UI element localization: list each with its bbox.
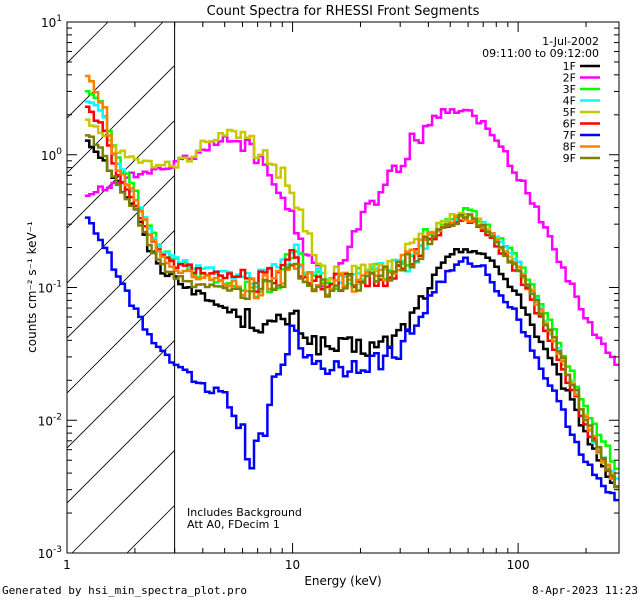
series-line-9F (84, 134, 619, 489)
x-tick-label: 10 (285, 558, 300, 572)
y-tick-label: 10-3 (38, 545, 62, 561)
footer-generated-by: Generated by hsi_min_spectra_plot.pro (2, 584, 248, 597)
legend-date: 1-Jul-2002 (542, 35, 599, 48)
annotation-background: Includes Background (187, 506, 302, 519)
legend-label-3F: 3F (563, 83, 576, 96)
footer-timestamp: 8-Apr-2023 11:23 (532, 584, 638, 597)
series-layer (84, 22, 619, 553)
x-tick-label: 1 (63, 558, 71, 572)
legend-label-7F: 7F (563, 129, 576, 142)
y-tick-label: 101 (41, 14, 62, 30)
legend-label-1F: 1F (563, 60, 576, 73)
chart-title: Count Spectra for RHESSI Front Segments (207, 4, 480, 19)
legend-label-2F: 2F (563, 72, 576, 85)
legend-label-6F: 6F (563, 118, 576, 131)
legend-time: 09:11:00 to 09:12:00 (482, 47, 599, 60)
y-tick-label: 10-2 (38, 412, 62, 428)
hatched-region (67, 22, 175, 553)
x-tick-label: 100 (507, 558, 530, 572)
y-axis-label: counts cm⁻² s⁻¹ keV⁻¹ (25, 221, 39, 353)
legend-label-9F: 9F (563, 152, 576, 165)
axis-ticks: 1 10 100 101 100 10-1 10-2 10-3 (38, 14, 619, 572)
legend-label-4F: 4F (563, 95, 576, 108)
x-axis-label: Energy (keV) (304, 574, 381, 588)
series-line-2F (84, 108, 619, 367)
y-tick-label: 100 (41, 147, 62, 163)
y-tick-label: 10-1 (38, 280, 62, 296)
annotation-attenuator: Att A0, FDecim 1 (187, 518, 280, 531)
legend-label-5F: 5F (563, 106, 576, 119)
series-line-7F (84, 216, 619, 502)
legend-label-8F: 8F (563, 141, 576, 154)
